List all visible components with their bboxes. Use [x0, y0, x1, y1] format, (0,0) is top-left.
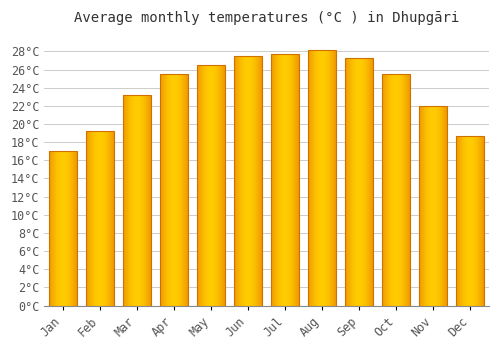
Bar [197, 65, 225, 306]
Bar [234, 56, 262, 306]
Bar [308, 50, 336, 306]
Bar [308, 50, 336, 306]
Bar [272, 54, 299, 306]
Bar [456, 136, 484, 306]
Bar [420, 106, 447, 306]
Bar [197, 65, 225, 306]
Bar [272, 54, 299, 306]
Bar [123, 95, 151, 306]
Bar [160, 74, 188, 306]
Bar [86, 131, 114, 306]
Bar [382, 74, 410, 306]
Bar [420, 106, 447, 306]
Bar [49, 151, 77, 306]
Bar [49, 151, 77, 306]
Bar [346, 58, 373, 306]
Bar [456, 136, 484, 306]
Title: Average monthly temperatures (°C ) in Dhupgāri: Average monthly temperatures (°C ) in Dh… [74, 11, 460, 25]
Bar [234, 56, 262, 306]
Bar [160, 74, 188, 306]
Bar [382, 74, 410, 306]
Bar [346, 58, 373, 306]
Bar [123, 95, 151, 306]
Bar [86, 131, 114, 306]
